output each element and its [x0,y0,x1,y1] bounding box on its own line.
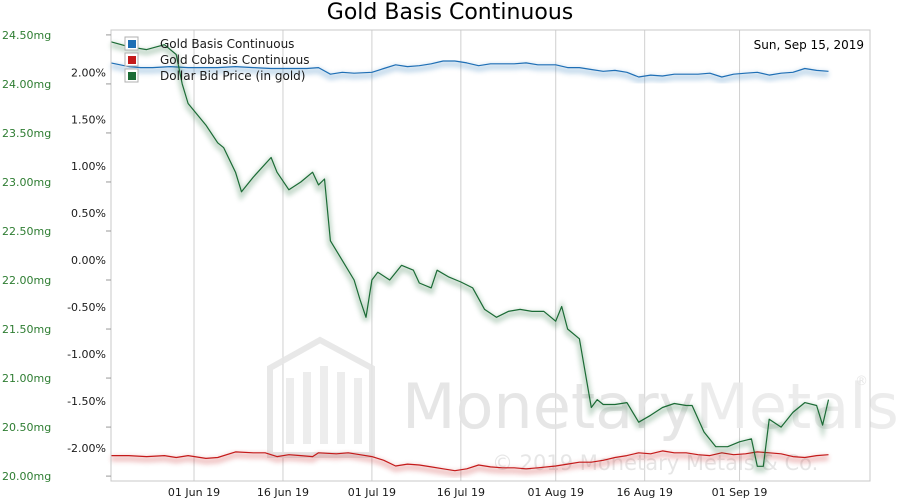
legend-label: Gold Cobasis Continuous [160,53,310,67]
legend-item-gold-basis[interactable]: Gold Basis Continuous [124,36,294,51]
y-left-tick-label: 22.00mg [2,274,51,287]
y-left-tick-label: 20.00mg [2,470,51,483]
y-left-tick-label: 20.50mg [2,421,51,434]
y-left-tick-label: 24.50mg [2,29,51,42]
y-right-tick-label: 1.00% [71,160,106,173]
x-tick-label: 16 Jul 19 [437,486,485,499]
legend: Gold Basis Continuous Gold Cobasis Conti… [124,36,310,83]
watermark-brand: MonetaryMetals [402,370,899,443]
y-left-tick-label: 23.00mg [2,176,51,189]
x-tick-label: 01 Sep 19 [712,486,768,499]
series-layer [110,41,832,477]
y-right-tick-label: 2.00% [71,66,106,79]
y-right-tick-label: -1.00% [67,348,106,361]
series-line-gold-cobasis [111,450,829,472]
y-right-tick-label: -2.00% [67,442,106,455]
y-right-tick-label: 1.50% [71,113,106,126]
date-label: Sun, Sep 15, 2019 [754,38,864,52]
x-tick-label: 01 Jun 19 [168,486,220,499]
series-shadow-dollar-bid [110,41,832,473]
x-tick-label: 16 Aug 19 [616,486,672,499]
series-line-dollar-bid [110,41,830,467]
series-shadow-gold-cobasis [111,450,829,477]
legend-item-dollar-bid[interactable]: Dollar Bid Price (in gold) [124,68,305,83]
x-axis: 01 Jun 19 16 Jun 19 01 Jul 19 16 Jul 19 01 A… [168,486,767,499]
plot-border [110,29,871,482]
y-right-tick-label: -0.50% [67,301,106,314]
y-left-tick-label: 21.50mg [2,323,51,336]
watermark-logo-icon [267,336,375,458]
y-left-tick-label: 22.50mg [2,225,51,238]
x-tick-label: 01 Aug 19 [527,486,583,499]
chart-title: Gold Basis Continuous [327,0,573,25]
y-right-tick-label: 0.00% [71,254,106,267]
series-shadow-gold-basis [110,61,829,84]
y-axis-right: 2.00% 1.50% 1.00% 0.50% 0.00% -0.50% -1.00% -1.… [67,66,106,455]
y-right-tick-label: -1.50% [67,395,106,408]
y-left-tick-label: 24.00mg [2,78,51,91]
series-line-gold-basis [110,60,829,78]
x-tick-label: 01 Jul 19 [348,486,396,499]
legend-label: Gold Basis Continuous [160,37,294,51]
x-tick-label: 16 Jun 19 [257,486,309,499]
y-left-tick-label: 21.00mg [2,372,51,385]
y-right-tick-label: 0.50% [71,207,106,220]
watermark-registered: ® [855,374,868,389]
plot-area [111,30,870,481]
y-left-tick-label: 23.50mg [2,127,51,140]
legend-item-gold-cobasis[interactable]: Gold Cobasis Continuous [124,52,310,67]
legend-swatch-green [128,72,136,80]
y-axis-left: 20.00mg 20.50mg 21.00mg 21.50mg 22.00mg 22.50… [2,29,111,483]
legend-label: Dollar Bid Price (in gold) [160,69,305,83]
gridlines [193,30,741,481]
legend-swatch-blue [128,40,136,48]
legend-swatch-red [128,56,136,64]
